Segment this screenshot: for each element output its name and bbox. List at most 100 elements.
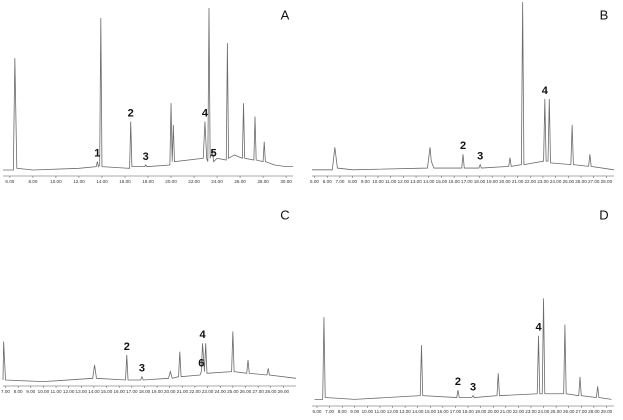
x-tick-label: 20.00: [499, 179, 511, 184]
x-tick-label: 29.00: [601, 409, 613, 414]
x-tick-label: 16.00: [448, 179, 460, 184]
x-tick-label: 18.00: [474, 179, 486, 184]
x-tick-label: 23.00: [537, 179, 549, 184]
x-tick-label: 19.00: [475, 409, 487, 414]
x-tick-label: 8.00: [348, 179, 357, 184]
x-tick-label: 13.00: [76, 389, 88, 394]
x-tick-label: 21.00: [500, 409, 512, 414]
x-tick-label: 29.00: [278, 389, 290, 394]
peak-label: 3: [139, 363, 145, 375]
x-tick-label: 24.00: [550, 179, 562, 184]
x-tick-label: 8.00: [338, 409, 347, 414]
x-tick-label: 20.00: [487, 409, 499, 414]
x-tick-label: 17.00: [461, 179, 473, 184]
x-tick-label: 22.00: [189, 389, 201, 394]
x-tick-label: 11.00: [385, 179, 397, 184]
x-tick-label: 6.00: [313, 409, 322, 414]
peak-label: 2: [124, 341, 130, 353]
x-tick-label: 5.00: [310, 179, 319, 184]
x-tick-label: 28.00: [601, 179, 613, 184]
x-tick-label: 12.00: [398, 179, 410, 184]
x-tick-label: 28.00: [257, 179, 269, 184]
x-tick-label: 12.00: [73, 179, 85, 184]
peak-label: 4: [199, 329, 206, 341]
x-tick-label: 16.00: [113, 389, 125, 394]
x-tick-label: 13.00: [399, 409, 411, 414]
x-tick-label: 27.00: [588, 179, 600, 184]
x-tick-label: 25.00: [227, 389, 239, 394]
x-tick-label: 10.00: [372, 179, 384, 184]
x-tick-label: 26.00: [575, 179, 587, 184]
x-tick-label: 24.00: [538, 409, 550, 414]
x-tick-label: 17.00: [126, 389, 138, 394]
x-tick-label: 6.00: [5, 179, 14, 184]
x-tick-label: 15.00: [436, 179, 448, 184]
chromatogram-trace: [3, 7, 293, 171]
x-tick-label: 10.00: [362, 409, 374, 414]
peak-label: 4: [202, 107, 209, 119]
x-tick-label: 25.00: [550, 409, 562, 414]
x-tick-label: 27.00: [252, 389, 264, 394]
panel-label: C: [280, 207, 289, 222]
x-tick-label: 15.00: [425, 409, 437, 414]
x-tick-label: 27.00: [576, 409, 588, 414]
peak-label: 3: [470, 382, 476, 394]
x-tick-label: 22.00: [188, 179, 200, 184]
x-tick-label: 21.00: [177, 389, 189, 394]
peak-label: 2: [460, 140, 466, 152]
x-tick-label: 19.00: [151, 389, 163, 394]
x-tick-label: 11.00: [374, 409, 386, 414]
x-tick-label: 26.00: [234, 179, 246, 184]
x-tick-label: 18.00: [139, 389, 151, 394]
x-tick-label: 7.00: [1, 389, 10, 394]
x-tick-label: 22.00: [513, 409, 525, 414]
panel-label: B: [600, 7, 609, 22]
x-tick-label: 21.00: [512, 179, 524, 184]
x-tick-label: 8.00: [14, 389, 23, 394]
x-tick-label: 19.00: [486, 179, 498, 184]
chromatogram-trace: [2, 331, 297, 383]
x-tick-label: 26.00: [563, 409, 575, 414]
x-tick-label: 9.00: [350, 409, 359, 414]
x-tick-label: 23.00: [525, 409, 537, 414]
peak-label: 3: [477, 151, 483, 163]
peak-label: 2: [455, 376, 461, 388]
x-tick-label: 15.00: [101, 389, 113, 394]
x-tick-label: 14.00: [412, 409, 424, 414]
x-tick-label: 28.00: [588, 409, 600, 414]
x-tick-label: 14.00: [96, 179, 108, 184]
x-tick-label: 26.00: [240, 389, 252, 394]
peak-label: 3: [143, 151, 149, 163]
x-tick-label: 25.00: [563, 179, 575, 184]
peak-label: 6: [198, 358, 204, 370]
x-tick-label: 17.00: [450, 409, 462, 414]
x-tick-label: 24.00: [211, 179, 223, 184]
chromatogram-trace: [312, 1, 615, 171]
peak-label: 4: [542, 85, 549, 97]
x-tick-label: 14.00: [423, 179, 435, 184]
x-tick-label: 18.00: [462, 409, 474, 414]
x-tick-label: 12.00: [63, 389, 75, 394]
x-tick-label: 7.00: [335, 179, 344, 184]
x-tick-label: 10.00: [50, 179, 62, 184]
chromatogram-trace: [314, 298, 612, 400]
x-tick-label: 8.00: [28, 179, 37, 184]
x-tick-label: 18.00: [142, 179, 154, 184]
panel-label: A: [281, 7, 290, 22]
x-tick-label: 13.00: [410, 179, 422, 184]
x-tick-label: 9.00: [26, 389, 35, 394]
peak-label: 4: [535, 322, 542, 334]
x-tick-label: 16.00: [119, 179, 131, 184]
peak-label: 1: [94, 148, 100, 160]
x-tick-label: 14.00: [88, 389, 100, 394]
x-tick-label: 9.00: [361, 179, 370, 184]
x-tick-label: 6.00: [323, 179, 332, 184]
panel-label: D: [599, 207, 608, 222]
x-tick-label: 20.00: [164, 389, 176, 394]
x-tick-label: 11.00: [50, 389, 62, 394]
x-tick-label: 23.00: [202, 389, 214, 394]
x-tick-label: 7.00: [325, 409, 334, 414]
x-tick-label: 16.00: [437, 409, 449, 414]
